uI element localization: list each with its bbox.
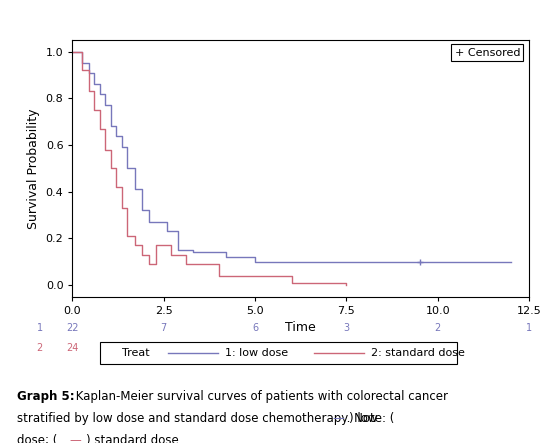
Text: 7: 7 [160, 343, 167, 353]
Text: —: — [70, 434, 81, 443]
Text: 22: 22 [66, 323, 79, 333]
Text: 2: 2 [434, 323, 441, 333]
Text: 1: 1 [526, 323, 532, 333]
Text: 2: 2 [252, 343, 258, 353]
Text: 24: 24 [66, 343, 79, 353]
Text: Graph 5:: Graph 5: [17, 390, 74, 403]
Text: 1: low dose: 1: low dose [225, 348, 288, 358]
Text: 3: 3 [344, 323, 349, 333]
Text: Kaplan-Meier survival curves of patients with colorectal cancer: Kaplan-Meier survival curves of patients… [72, 390, 448, 403]
Text: + Censored: + Censored [455, 47, 520, 58]
FancyBboxPatch shape [100, 342, 457, 364]
Text: 1: 1 [36, 323, 42, 333]
Text: 6: 6 [252, 323, 258, 333]
Text: stratified by low dose and standard dose chemotherapy. Note: (: stratified by low dose and standard dose… [17, 412, 394, 425]
Text: —: — [332, 412, 344, 425]
Text: 7: 7 [160, 323, 167, 333]
Text: 1: 1 [344, 343, 349, 353]
X-axis label: Time: Time [285, 321, 316, 334]
Text: 0: 0 [435, 343, 441, 353]
Text: 2: 2 [36, 343, 43, 353]
Y-axis label: Survival Probability: Survival Probability [27, 108, 40, 229]
Text: 2: standard dose: 2: standard dose [371, 348, 465, 358]
Text: ) standard dose: ) standard dose [86, 434, 179, 443]
Text: Treat: Treat [121, 348, 149, 358]
Text: ) low: ) low [349, 412, 377, 425]
Text: dose; (: dose; ( [17, 434, 57, 443]
